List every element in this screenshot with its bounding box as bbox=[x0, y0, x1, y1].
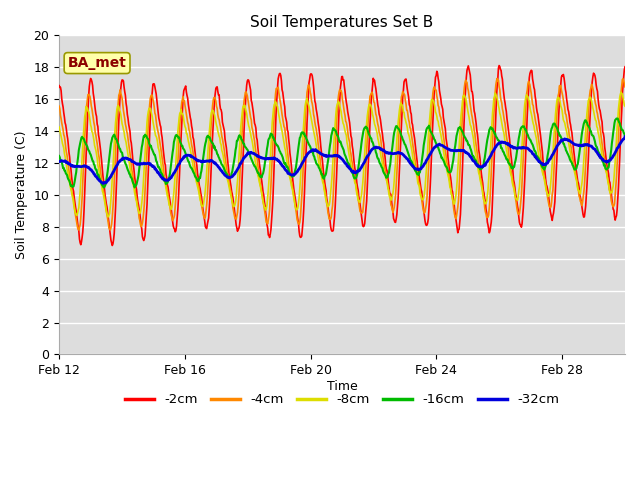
Y-axis label: Soil Temperature (C): Soil Temperature (C) bbox=[15, 131, 28, 259]
Legend: -2cm, -4cm, -8cm, -16cm, -32cm: -2cm, -4cm, -8cm, -16cm, -32cm bbox=[120, 388, 564, 412]
Text: BA_met: BA_met bbox=[68, 56, 127, 70]
X-axis label: Time: Time bbox=[326, 380, 358, 393]
Title: Soil Temperatures Set B: Soil Temperatures Set B bbox=[250, 15, 434, 30]
